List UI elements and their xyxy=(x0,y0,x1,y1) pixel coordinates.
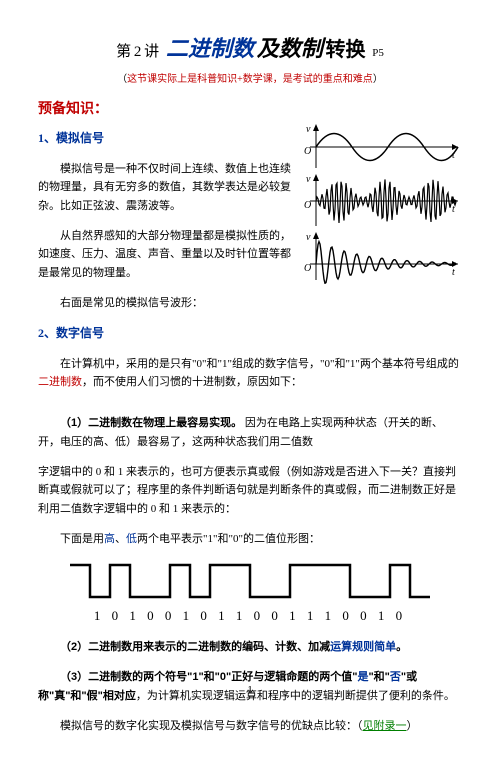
svg-text:v: v xyxy=(306,174,311,185)
s2-pt1-body2: 字逻辑中的 0 和 1 来表示的，也可方便表示真或假（例如游戏是否进入下一关？直… xyxy=(38,463,462,519)
s2-pt1: （1）二进制数在物理上最容易实现。 因为在电路上实现两种状态（开关的断、开，电压… xyxy=(38,414,462,451)
prep-heading: 预备知识： xyxy=(38,98,462,122)
svg-text:v: v xyxy=(306,124,311,135)
title-row: 第 2 讲 二进制数 及数制 转换 P5 xyxy=(38,30,462,67)
s2-p1-b: 二进制数 xyxy=(38,376,82,388)
footer-b: ） xyxy=(407,720,418,732)
footer-line: 模拟信号的数字化实现及模拟信号与数字信号的优缺点比较：（见附录一） xyxy=(38,717,462,736)
svg-text:O: O xyxy=(304,200,311,211)
svg-text:v: v xyxy=(306,232,311,243)
svg-text:t: t xyxy=(452,267,455,278)
am-wave-figure: O t v xyxy=(302,172,462,230)
pt2-c: 。 xyxy=(396,641,407,653)
pt3-b: "和" xyxy=(368,671,389,683)
sine-wave-figure: O t v xyxy=(302,122,462,172)
subtitle-close: ） xyxy=(373,74,383,85)
page-number: 1 xyxy=(0,684,500,696)
title-pref: P5 xyxy=(372,47,384,59)
square-intro: 下面是用高、低两个电平表示"1"和"0"的二值位形图： xyxy=(38,530,462,549)
footer-a: 模拟信号的数字化实现及模拟信号与数字信号的优缺点比较：（ xyxy=(60,720,363,732)
sq-a: 下面是用 xyxy=(60,533,104,545)
square-wave-figure xyxy=(70,559,430,603)
bits-row: 1 0 1 0 0 1 0 1 1 0 0 1 1 1 0 0 1 0 xyxy=(38,605,462,627)
s1-p3: 右面是常见的模拟信号波形： xyxy=(38,294,462,313)
s2-p1-a: 在计算机中，采用的是只有"0"和"1"组成的数字信号，"0"和"1"两个基本符号… xyxy=(60,358,459,370)
sq-b: 两个电平表示"1"和"0"的二值位形图： xyxy=(137,533,320,545)
pt3-yes: 是 xyxy=(357,671,368,683)
svg-text:t: t xyxy=(452,204,455,215)
sq-hi: 高 xyxy=(104,533,115,545)
s2-p1-c: ，而不使用人们习惯的十进制数，原因如下： xyxy=(82,376,302,388)
s2-p1: 在计算机中，采用的是只有"0"和"1"组成的数字信号，"0"和"1"两个基本符号… xyxy=(38,355,462,392)
pt3-a: （3）二进制数的两个符号"1"和"0"正好与逻辑命题的两个值" xyxy=(60,671,357,683)
pt2-a: （2）二进制数用来表示的二进制数的编码、计数、加减 xyxy=(60,641,330,653)
pt2: （2）二进制数用来表示的二进制数的编码、计数、加减运算规则简单。 xyxy=(38,638,462,657)
title-pre: 第 xyxy=(116,44,131,60)
footer-link[interactable]: 见附录一 xyxy=(363,720,407,732)
title-jiang: 讲 xyxy=(144,44,159,60)
sq-lo: 低 xyxy=(126,533,137,545)
subtitle: （这节课实际上是科普知识+数学课，是考试的重点和难点） xyxy=(38,71,462,88)
damped-wave-figure: O t v xyxy=(302,230,462,284)
sq-sep: 、 xyxy=(115,533,126,545)
title-num: 2 xyxy=(134,44,142,60)
title-main-1: 及数制 xyxy=(257,36,323,61)
page: 第 2 讲 二进制数 及数制 转换 P5 （这节课实际上是科普知识+数学课，是考… xyxy=(0,0,500,757)
subtitle-open: （ xyxy=(117,74,127,85)
pt3-no: 否 xyxy=(390,671,401,683)
svg-text:O: O xyxy=(304,263,311,274)
title-main-blue: 二进制数 xyxy=(166,36,254,61)
s2-pt1-label: （1）二进制数在物理上最容易实现。 xyxy=(60,417,242,429)
title-main-2: 转换 xyxy=(325,39,365,61)
subtitle-body: 这节课实际上是科普知识+数学课，是考试的重点和难点 xyxy=(127,74,373,85)
analog-figures: O t v O t v O t v xyxy=(302,122,462,284)
pt2-b: 运算规则简单 xyxy=(330,641,396,653)
section-2-heading: 2、数字信号 xyxy=(38,323,462,343)
svg-text:O: O xyxy=(304,146,311,157)
